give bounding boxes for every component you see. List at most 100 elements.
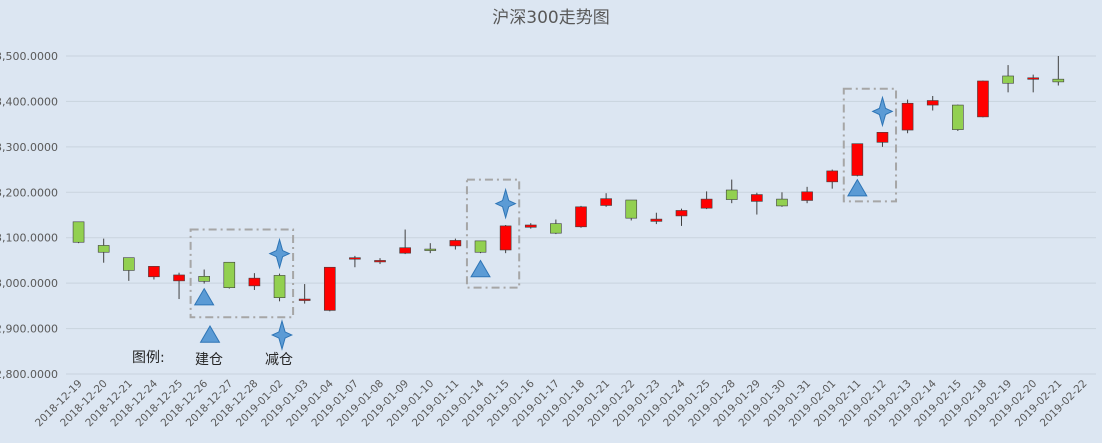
candle [725,179,738,204]
candle [826,169,839,189]
candle [72,221,85,244]
candle-body [248,277,261,287]
candle-body [1052,78,1065,83]
candle [424,243,437,254]
y-tick-label: 3,400.0000 [0,95,58,108]
candle [675,208,688,226]
sell-star-icon [268,237,291,270]
candle [97,238,110,263]
candle [1002,65,1014,93]
candle [550,219,562,235]
candle [751,192,763,215]
y-tick-label: 3,100.0000 [0,232,58,245]
candle [474,240,487,254]
candle-body [1002,75,1014,84]
candle-body [926,100,939,106]
candle [851,143,864,177]
candle-body [499,225,512,251]
sell-star-icon [494,187,517,220]
candle-body [575,206,587,228]
candle [323,266,336,312]
candle-body [298,298,311,301]
candle-body [273,275,286,298]
candle [248,273,261,290]
candle [625,199,638,221]
candle [977,80,989,118]
candle [876,132,889,147]
candle-body [399,247,411,254]
legend-sell-label: 减仓 [265,352,293,368]
candle-body [675,210,688,217]
buy-triangle-icon [847,178,868,197]
highlight-box [189,228,295,319]
y-tick-label: 2,800.0000 [0,368,58,381]
candle [399,229,411,255]
candle-body [977,80,989,118]
y-tick-label: 2,900.0000 [0,323,58,336]
candle [524,223,537,229]
candle-body [650,218,663,222]
highlight-box [842,87,898,203]
candle-body [550,223,562,234]
candle [349,255,361,268]
candle-body [97,245,110,253]
candle-body [625,199,638,219]
chart-title: 沪深300走势图 [492,8,609,28]
candle [801,186,813,204]
highlight-boxes [189,87,898,319]
candle-body [198,276,210,282]
candle-body [600,198,612,206]
candle-body [72,221,85,243]
y-tick-label: 3,300.0000 [0,141,58,154]
candles [72,56,1065,312]
candle [700,191,713,210]
sell-star-icon [871,95,894,128]
candle-body [826,170,839,183]
candle-body [173,274,185,282]
candle-body [223,261,236,288]
candle-body [851,143,864,176]
candle [198,269,210,284]
y-axis: 2,800.0000 2,900.0000 3,000.0000 3,100.0000… [0,50,58,381]
candle [901,99,914,134]
candle [374,258,386,265]
candle-body [424,248,437,251]
candle-body [700,198,713,209]
candle [575,205,587,228]
candle-body [952,104,964,130]
candle-body [123,257,135,271]
candle [1052,56,1065,86]
candle [173,272,185,300]
candle [650,212,663,225]
candle [952,104,964,131]
candle-body [751,194,763,202]
gridlines [66,55,1096,375]
y-tick-label: 3,500.0000 [0,50,58,63]
legend-buy-label: 建仓 [195,352,223,368]
candle-body [876,132,889,143]
candle [449,238,462,250]
candle [298,284,311,304]
candle [1027,74,1039,93]
candle-body [1027,77,1039,80]
candle-body [449,240,462,247]
candle [223,261,236,289]
candle-body [374,260,386,263]
candle [926,95,939,111]
candle-body [801,191,813,201]
markers [193,95,894,306]
candle [776,192,788,207]
buy-triangle-icon [470,259,491,278]
buy-triangle-icon [193,287,215,306]
candle-body [776,198,788,207]
candle [148,266,160,280]
candle [273,273,286,302]
y-tick-label: 3,000.0000 [0,277,58,290]
candle [600,193,612,207]
legend-buy-icon [199,325,221,343]
legend: 图例: 建仓 减仓 [132,319,294,368]
candle-body [349,257,361,260]
y-tick-label: 3,200.0000 [0,186,58,199]
